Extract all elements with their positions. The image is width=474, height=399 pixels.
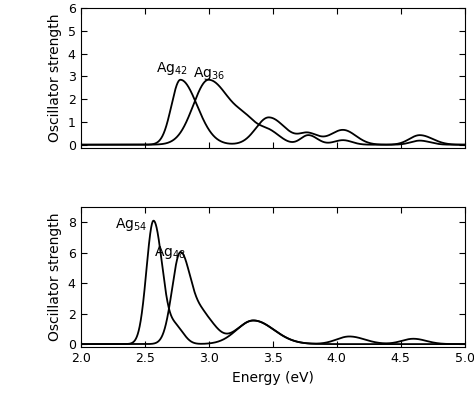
Text: Ag$_{48}$: Ag$_{48}$ bbox=[154, 244, 186, 261]
Text: Ag$_{54}$: Ag$_{54}$ bbox=[115, 216, 147, 233]
Text: Ag$_{36}$: Ag$_{36}$ bbox=[193, 65, 225, 83]
Y-axis label: Oscillator strength: Oscillator strength bbox=[48, 213, 62, 341]
Text: Ag$_{42}$: Ag$_{42}$ bbox=[156, 60, 188, 77]
X-axis label: Energy (eV): Energy (eV) bbox=[232, 371, 313, 385]
Y-axis label: Oscillator strength: Oscillator strength bbox=[48, 14, 62, 142]
